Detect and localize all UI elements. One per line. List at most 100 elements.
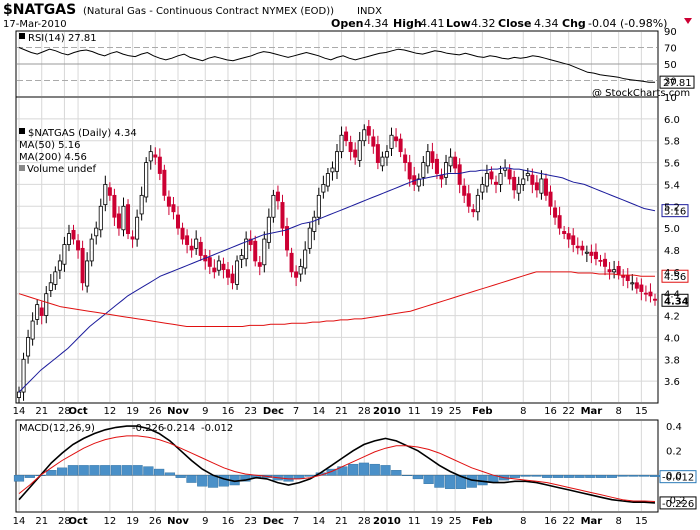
macd-hist-badge — [659, 470, 697, 484]
macd-hist-bar — [369, 463, 380, 476]
rsi-tick-label: 30 — [664, 77, 677, 88]
close-value: 4.34 — [534, 17, 559, 30]
macd-last-badge — [659, 496, 697, 510]
candle-body — [116, 213, 121, 229]
candle-body — [603, 258, 608, 267]
macd-hist-bar — [445, 475, 456, 489]
candle-body — [39, 307, 44, 316]
candle-body — [103, 184, 108, 206]
watermark: @ StockCharts.com — [592, 88, 690, 99]
macd-hist-bar — [606, 475, 617, 478]
rsi-tick-label: 10 — [664, 93, 677, 104]
candle-body — [389, 134, 394, 149]
candle-body — [398, 138, 403, 153]
candle-body — [516, 184, 521, 194]
candle-body — [507, 169, 512, 180]
candle-body — [294, 271, 299, 278]
candle-body — [557, 215, 562, 229]
candle-body — [298, 265, 303, 275]
candle-body — [26, 337, 31, 357]
rsi-legend: RSI(14) 27.81 — [19, 33, 97, 44]
candle-body — [562, 231, 567, 235]
x-tick-label: 28 — [358, 406, 371, 417]
candle-body — [221, 263, 226, 271]
candle-body — [198, 241, 203, 256]
candle-body — [353, 149, 358, 158]
macd-hist-bar — [596, 475, 607, 478]
rsi-legend-text: RSI(14) 27.81 — [28, 33, 97, 44]
ma50-legend-text: MA(50) 5.16 — [19, 140, 80, 151]
macd-hist-bar — [520, 475, 531, 477]
open-value: 4.34 — [364, 17, 389, 30]
price-tick-label: 5.4 — [664, 180, 680, 191]
candle-body — [589, 251, 594, 256]
candle-body — [362, 129, 367, 142]
price-tick-label: 5.6 — [664, 159, 680, 170]
x-tick-label: Dec — [263, 406, 284, 417]
candle-body — [489, 171, 494, 180]
volume-legend-text: Volume undef — [27, 164, 97, 175]
candle-body — [621, 275, 626, 278]
x-tick-label: 16 — [222, 406, 235, 417]
candle-body — [30, 320, 35, 340]
price-tick-label: 4.6 — [664, 268, 680, 279]
candle-body — [321, 184, 326, 193]
high-value: 4.41 — [420, 17, 445, 30]
x-tick-label: 25 — [449, 406, 462, 417]
price-tick-label: 4.4 — [664, 290, 680, 301]
rsi-line — [18, 47, 655, 83]
candle-body — [580, 245, 585, 251]
candle-body — [493, 181, 498, 185]
candle-body — [616, 265, 621, 275]
candle-body — [384, 151, 389, 158]
chg-value: -0.04 (-0.98%) — [588, 17, 667, 30]
price-tick-label: 5.0 — [664, 224, 680, 235]
candle-body — [348, 141, 353, 153]
axis-labels: 141421212828OctOct121219192626NovNov9916… — [13, 27, 686, 527]
macd-hist-bar — [542, 475, 553, 478]
x-tick-label-bottom: 21 — [335, 516, 348, 527]
macd-hist-bar — [423, 475, 434, 484]
price-tick-label: 4.8 — [664, 246, 680, 257]
rsi-last-label: 27.81 — [663, 78, 692, 89]
macd-hist-bar — [552, 475, 564, 478]
macd-hist-bar — [57, 467, 68, 476]
price-legend-text: $NATGAS (Daily) 4.34 — [28, 128, 137, 139]
candle-body — [330, 167, 335, 173]
candle-body — [421, 162, 426, 178]
candle-body — [266, 216, 271, 243]
candle-body — [148, 151, 153, 162]
x-tick-label: 15 — [635, 406, 648, 417]
candle-body — [498, 173, 503, 185]
price-tick-label: 5.2 — [664, 202, 680, 213]
price-tick-label: 5.8 — [664, 137, 680, 148]
close-label: 4.34 — [664, 296, 689, 307]
ma200-label: 4.56 — [664, 272, 686, 283]
candle-body — [634, 282, 639, 289]
candle-body — [194, 238, 199, 249]
candle-body — [653, 298, 658, 301]
price-legend-swatch — [19, 128, 25, 134]
candle-body — [643, 292, 648, 295]
candle-body — [216, 260, 221, 271]
candle-body — [257, 262, 262, 267]
x-tick-label-bottom: 23 — [244, 516, 257, 527]
x-tick-label-bottom: 28 — [58, 516, 71, 527]
x-tick-label-bottom: Oct — [68, 516, 87, 527]
x-tick-label: 8 — [615, 406, 621, 417]
symbol: $NATGAS — [3, 2, 76, 18]
candle-body — [394, 136, 399, 142]
macd-hist-bar — [143, 466, 154, 476]
macd-legend: MACD(12,26,9) -0.226 -0.214 -0.012 — [19, 423, 233, 434]
macd-hist-bar — [412, 475, 423, 480]
macd-hist-bar — [24, 475, 35, 478]
candle-body — [303, 249, 308, 269]
macd-hist-bar — [121, 465, 132, 476]
macd-hist-label: -0.012 — [662, 473, 694, 484]
macd-last-label: -0.226 — [662, 499, 694, 510]
price-tick-label: 3.8 — [664, 355, 680, 366]
candle-body — [430, 151, 435, 163]
candle-body — [543, 178, 548, 196]
candle-body — [416, 178, 421, 187]
down-arrow-icon — [684, 18, 692, 24]
